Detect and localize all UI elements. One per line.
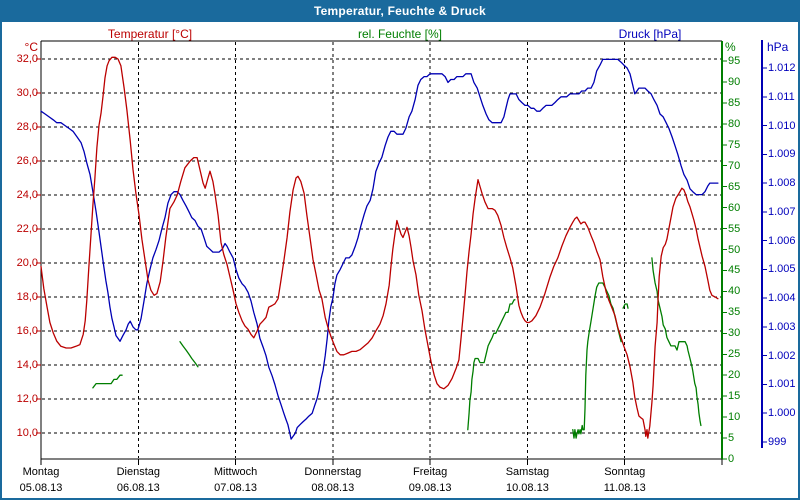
- temperature-series: [40, 56, 719, 439]
- pressure-series: [40, 58, 719, 440]
- temperature-series-label: Temperatur [°C]: [107, 27, 193, 41]
- humidity-tick-label: 0: [728, 453, 735, 465]
- x-axis-day-name: Mittwoch: [213, 466, 258, 478]
- temperature-tick-label: 20,0: [16, 257, 38, 269]
- temperature-tick-label: 22,0: [16, 223, 38, 235]
- temperature-tick-label: 12,0: [16, 393, 38, 405]
- x-axis-day-name: Freitag: [413, 466, 448, 478]
- temperature-tick-label: 14,0: [16, 359, 38, 371]
- humidity-line: [651, 257, 702, 427]
- humidity-tick-label: 90: [728, 75, 741, 88]
- pressure-tick-label: 1.012: [768, 62, 796, 74]
- humidity-tick-label: 25: [728, 348, 741, 361]
- humidity-tick-label: 55: [728, 222, 741, 235]
- humidity-tick-label: 95: [728, 54, 741, 67]
- x-axis-day-date: 10.08.13: [506, 482, 549, 494]
- pressure-tick-label: 999: [768, 436, 787, 448]
- pressure-line: [40, 58, 719, 440]
- humidity-line: [467, 299, 516, 431]
- x-axis-day-name: Montag: [22, 466, 60, 478]
- temperature-axis-unit: °C: [24, 40, 38, 54]
- temperature-tick-label: 26,0: [16, 155, 38, 167]
- pressure-tick-label: 1.006: [768, 234, 796, 247]
- temperature-tick-label: 16,0: [16, 325, 38, 337]
- humidity-tick-label: 45: [728, 264, 741, 277]
- x-axis-day-name: Samstag: [505, 466, 550, 478]
- pressure-tick-label: 1.004: [768, 292, 796, 305]
- humidity-line: [622, 303, 629, 309]
- humidity-series: [92, 257, 702, 439]
- humidity-tick-label: 80: [728, 117, 741, 130]
- pressure-tick-label: 1.003: [768, 320, 796, 333]
- temperature-tick-label: 18,0: [16, 291, 38, 303]
- temperature-tick-label: 30,0: [16, 87, 38, 99]
- x-axis-day-date: 09.08.13: [408, 482, 452, 494]
- temperature-tick-label: 24,0: [16, 189, 38, 201]
- pressure-tick-label: 1.005: [768, 263, 796, 276]
- humidity-tick-label: 85: [728, 96, 741, 109]
- x-axis-day-date: 05.08.13: [19, 482, 63, 494]
- humidity-tick-label: 75: [728, 138, 741, 151]
- humidity-line: [179, 341, 199, 368]
- humidity-tick-label: 50: [728, 243, 741, 256]
- humidity-tick-label: 20: [728, 369, 741, 382]
- window-title: Temperatur, Feuchte & Druck: [314, 4, 486, 18]
- pressure-tick-label: 1.010: [768, 119, 796, 132]
- humidity-tick-label: 60: [728, 201, 741, 214]
- temperature-line: [40, 56, 719, 439]
- x-axis-day-name: Donnerstag: [304, 466, 362, 478]
- title-bar: Temperatur, Feuchte & Druck: [0, 0, 800, 22]
- humidity-line: [572, 282, 622, 439]
- pressure-series-label: Druck [hPa]: [618, 27, 682, 41]
- pressure-axis-unit: hPa: [767, 40, 789, 54]
- humidity-tick-label: 15: [728, 390, 741, 403]
- humidity-tick-label: 10: [728, 411, 741, 424]
- temperature-tick-label: 28,0: [16, 121, 38, 133]
- humidity-tick-label: 40: [728, 285, 741, 298]
- pressure-tick-label: 1.008: [768, 177, 796, 190]
- pressure-tick-label: 1.011: [768, 90, 795, 103]
- pressure-tick-label: 1.001: [768, 378, 796, 391]
- humidity-tick-label: 70: [728, 159, 741, 172]
- humidity-series-label: rel. Feuchte [%]: [357, 27, 443, 41]
- x-axis-day-date: 11.08.13: [603, 482, 646, 494]
- humidity-axis-unit: %: [725, 40, 736, 54]
- x-axis-day-date: 08.08.13: [311, 482, 355, 494]
- humidity-tick-label: 5: [728, 432, 735, 445]
- pressure-tick-label: 1.002: [768, 349, 796, 362]
- humidity-tick-label: 65: [728, 180, 741, 193]
- humidity-line: [92, 374, 123, 389]
- x-axis-day-date: 07.08.13: [214, 482, 257, 494]
- axes: [40, 40, 763, 460]
- x-axis-day-name: Dienstag: [116, 466, 160, 478]
- x-axis-day-date: 06.08.13: [116, 482, 160, 494]
- axis-ticks: [36, 58, 767, 465]
- pressure-tick-label: 1.007: [768, 205, 796, 218]
- humidity-tick-label: 35: [728, 306, 741, 319]
- humidity-tick-label: 30: [728, 327, 741, 340]
- pressure-tick-label: 1.009: [768, 148, 796, 161]
- x-axis-day-name: Sonntag: [604, 466, 646, 478]
- pressure-tick-label: 1.000: [768, 407, 796, 420]
- temperature-tick-label: 32,0: [16, 53, 38, 65]
- temperature-tick-label: 10,0: [16, 427, 38, 439]
